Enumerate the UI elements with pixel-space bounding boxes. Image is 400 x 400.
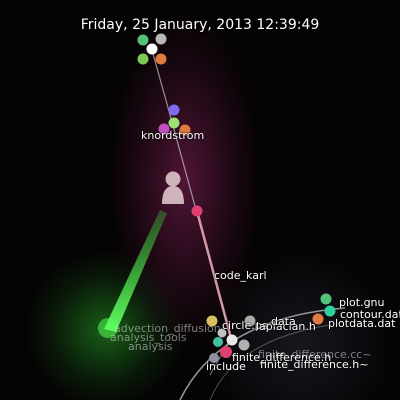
file-node [137, 53, 149, 65]
file-label-finite-difference-h: finite_difference.h [232, 351, 332, 364]
file-label-plot-gnu: plot.gnu [339, 296, 385, 309]
file-label-contour-dat: contour.dat [340, 308, 400, 321]
dir-label-data: data [271, 315, 296, 328]
file-node [320, 293, 332, 305]
file-label-finite-difference-h-tilde: finite_difference.h~ [260, 358, 369, 371]
ghost-label: advection_diffusion [114, 322, 221, 335]
file-node [217, 328, 227, 338]
file-node [324, 305, 336, 317]
tree-edge-arc [209, 324, 331, 400]
file-node [168, 117, 180, 129]
user-label-code-karl: code_karl [214, 269, 267, 282]
user-label-knordstrom: knordstrom [141, 129, 205, 142]
user-avatar-icon [162, 171, 184, 204]
file-node [158, 123, 170, 135]
ghost-label: analysis_tools [110, 331, 187, 344]
file-node [213, 337, 223, 347]
ghost-label: analysis [128, 340, 173, 353]
file-node [244, 315, 256, 327]
file-label-plotdata-dat: plotdata.dat [328, 317, 396, 330]
activity-beam [104, 210, 167, 332]
file-label-laplacian-h: laplacian.h [256, 320, 316, 333]
tree-edge [209, 337, 232, 376]
file-node [312, 313, 324, 325]
file-node [226, 334, 238, 346]
file-node [155, 53, 167, 65]
file-node [137, 34, 149, 46]
file-node [238, 339, 250, 351]
file-label-circle-ps: circle.ps [222, 319, 268, 332]
file-node [206, 315, 218, 327]
user-action-node [191, 205, 203, 217]
tree-edge-arc [179, 307, 346, 400]
ghost-label: finite_difference.cc~ [258, 348, 372, 361]
file-node [209, 353, 219, 363]
dir-label-include: include [206, 360, 246, 373]
user-beam [195, 210, 234, 343]
file-node [155, 33, 167, 45]
file-node [146, 43, 158, 55]
file-node [179, 124, 191, 136]
file-node [220, 346, 232, 358]
activity-glow [98, 318, 118, 338]
timestamp: Friday, 25 January, 2013 12:39:49 [80, 17, 320, 33]
file-node [168, 104, 180, 116]
